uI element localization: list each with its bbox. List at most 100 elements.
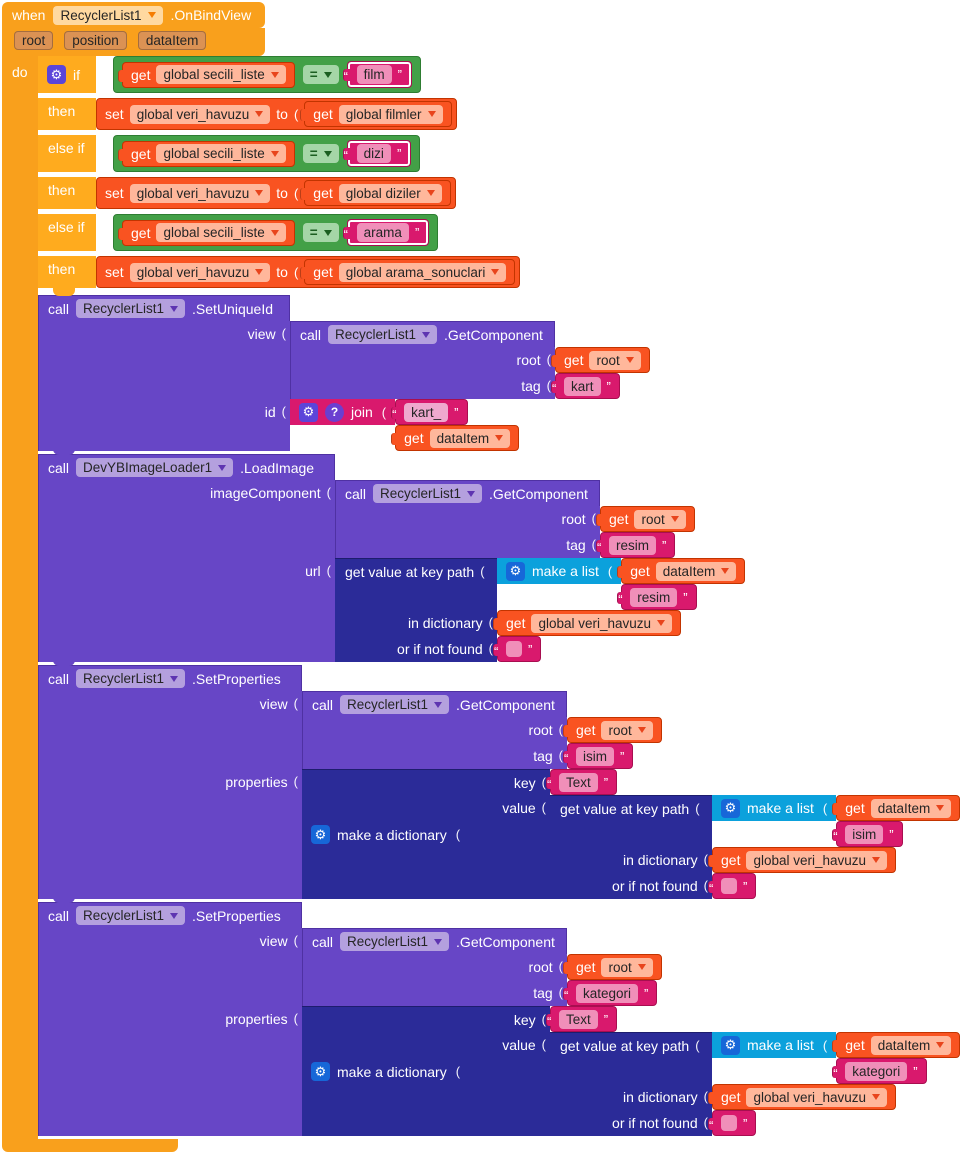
set-variable-block[interactable]: set global veri_havuzu to( get global fi…: [96, 98, 457, 130]
text-field[interactable]: [721, 878, 737, 894]
get-variable-block[interactable]: get dataItem: [391, 425, 520, 451]
component-dropdown[interactable]: RecyclerList1: [340, 695, 450, 714]
call-setproperties-block-1[interactable]: call RecyclerList1 .SetProperties view c…: [38, 665, 961, 903]
make-a-dictionary-block[interactable]: ⚙ make a dictionary key Text: [302, 769, 961, 899]
variable-dropdown[interactable]: root: [634, 509, 686, 529]
variable-dropdown[interactable]: dataItem: [870, 1035, 952, 1055]
text-string-block[interactable]: kart: [551, 373, 620, 399]
call-setuniqueid-block[interactable]: call RecyclerList1 .SetUniqueId view cal…: [38, 295, 650, 455]
if-block[interactable]: ⚙ if get global secili_liste: [38, 56, 521, 296]
get-variable-block[interactable]: get global veri_havuzu: [492, 610, 682, 636]
make-a-dictionary-block[interactable]: ⚙ make a dictionary key Text: [302, 1006, 961, 1136]
call-setproperties-block-2[interactable]: call RecyclerList1 .SetProperties view c…: [38, 902, 961, 1136]
param-position[interactable]: position: [64, 31, 127, 50]
getcomponent-block[interactable]: call RecyclerList1 .GetComponent root: [335, 480, 695, 558]
dictionary-pair-block[interactable]: key Text value: [478, 769, 961, 899]
mutator-gear-icon[interactable]: ⚙: [506, 561, 525, 581]
mutator-gear-icon[interactable]: ⚙: [299, 402, 318, 422]
mutator-gear-icon[interactable]: ⚙: [311, 825, 330, 844]
text-string-block[interactable]: isim: [832, 821, 903, 847]
text-field[interactable]: arama: [356, 223, 409, 242]
variable-dropdown[interactable]: global veri_havuzu: [746, 850, 888, 870]
text-field[interactable]: resim: [630, 587, 678, 607]
variable-dropdown[interactable]: global secili_liste: [156, 65, 286, 84]
variable-dropdown[interactable]: global arama_sonuclari: [338, 262, 507, 282]
text-field[interactable]: isim: [845, 824, 884, 844]
equals-operator-dropdown[interactable]: =: [302, 65, 339, 84]
variable-dropdown[interactable]: global veri_havuzu: [129, 104, 271, 124]
get-variable-block[interactable]: get global veri_havuzu: [707, 1084, 897, 1110]
component-dropdown[interactable]: DevYBImageLoader1: [76, 458, 234, 477]
make-a-list-block[interactable]: ⚙ make a list get: [712, 795, 961, 847]
text-field[interactable]: Text: [559, 1009, 598, 1029]
text-string-block[interactable]: kart_: [391, 399, 468, 425]
text-field[interactable]: dizi: [356, 144, 391, 163]
variable-dropdown[interactable]: dataItem: [870, 798, 952, 818]
get-variable-block[interactable]: get global veri_havuzu: [707, 847, 897, 873]
get-value-at-key-path-block[interactable]: get value at key path ⚙ make a list: [335, 558, 746, 662]
get-variable-block[interactable]: get global filmler: [300, 101, 452, 127]
text-string-block[interactable]: Text: [545, 769, 618, 795]
text-field[interactable]: Text: [559, 772, 598, 792]
text-field[interactable]: kart: [564, 376, 601, 396]
text-field[interactable]: resim: [609, 535, 656, 555]
text-string-block[interactable]: kategori: [832, 1058, 927, 1084]
component-dropdown[interactable]: RecyclerList1: [373, 484, 483, 503]
empty-text-string-block[interactable]: [707, 1110, 757, 1136]
variable-dropdown[interactable]: global filmler: [338, 104, 443, 124]
component-dropdown[interactable]: RecyclerList1: [76, 299, 186, 318]
text-string-block[interactable]: resim: [595, 532, 676, 558]
join-block[interactable]: ⚙ ? join kart_: [290, 399, 520, 451]
variable-dropdown[interactable]: root: [601, 957, 653, 977]
text-field[interactable]: film: [356, 65, 392, 84]
get-value-at-key-path-block[interactable]: get value at key path ⚙ make a list: [550, 795, 961, 899]
text-field[interactable]: kart_: [404, 402, 449, 422]
equals-operator-dropdown[interactable]: =: [302, 144, 339, 163]
variable-dropdown[interactable]: root: [589, 350, 641, 370]
variable-dropdown[interactable]: dataItem: [655, 561, 737, 581]
get-variable-block[interactable]: get root: [563, 717, 662, 743]
set-variable-block[interactable]: set global veri_havuzu to( get global ar…: [96, 256, 521, 288]
equals-condition-block-3[interactable]: get global secili_liste = arama: [113, 214, 439, 251]
get-value-at-key-path-block[interactable]: get value at key path ⚙ make a list: [550, 1032, 961, 1136]
getcomponent-block[interactable]: call RecyclerList1 .GetComponent root: [302, 928, 662, 1006]
text-string-block[interactable]: Text: [545, 1006, 618, 1032]
variable-dropdown[interactable]: dataItem: [429, 428, 511, 448]
event-component-dropdown[interactable]: RecyclerList1: [53, 5, 163, 25]
get-variable-block[interactable]: get root: [551, 347, 650, 373]
mutator-gear-icon[interactable]: ⚙: [311, 1062, 330, 1081]
variable-dropdown[interactable]: global veri_havuzu: [531, 613, 673, 633]
set-variable-block[interactable]: set global veri_havuzu to( get global di…: [96, 177, 456, 209]
call-loadimage-block[interactable]: call DevYBImageLoader1 .LoadImage imageC…: [38, 454, 746, 666]
help-icon[interactable]: ?: [325, 402, 344, 422]
dictionary-pair-block[interactable]: key Text value: [478, 1006, 961, 1136]
get-variable-block[interactable]: get dataItem: [832, 795, 961, 821]
text-string-block[interactable]: isim: [562, 743, 634, 769]
text-field[interactable]: isim: [576, 746, 614, 766]
text-string-block[interactable]: kategori: [562, 980, 658, 1006]
get-variable-block[interactable]: get root: [596, 506, 695, 532]
get-variable-block[interactable]: get global secili_liste: [118, 219, 295, 246]
event-header[interactable]: when RecyclerList1 .OnBindView: [2, 2, 265, 28]
variable-dropdown[interactable]: global veri_havuzu: [746, 1087, 888, 1107]
text-field[interactable]: [506, 641, 522, 657]
variable-dropdown[interactable]: global veri_havuzu: [129, 183, 271, 203]
make-a-list-block[interactable]: ⚙ make a list get: [712, 1032, 961, 1084]
text-field[interactable]: kategori: [845, 1061, 908, 1081]
variable-dropdown[interactable]: global secili_liste: [156, 144, 286, 163]
variable-dropdown[interactable]: global diziler: [338, 183, 442, 203]
get-variable-block[interactable]: get global arama_sonuclari: [300, 259, 516, 285]
text-string-block[interactable]: dizi: [342, 140, 412, 167]
text-string-block[interactable]: film: [342, 61, 413, 88]
mutator-gear-icon[interactable]: ⚙: [721, 1035, 740, 1055]
equals-operator-dropdown[interactable]: =: [302, 223, 339, 242]
variable-dropdown[interactable]: global veri_havuzu: [129, 262, 271, 282]
get-variable-block[interactable]: get dataItem: [617, 558, 746, 584]
mutator-gear-icon[interactable]: ⚙: [47, 65, 66, 84]
text-field[interactable]: kategori: [576, 983, 639, 1003]
empty-text-string-block[interactable]: [492, 636, 542, 662]
get-variable-block[interactable]: get global secili_liste: [118, 61, 295, 88]
get-variable-block[interactable]: get dataItem: [832, 1032, 961, 1058]
getcomponent-block[interactable]: call RecyclerList1 .GetComponent root: [290, 321, 650, 399]
